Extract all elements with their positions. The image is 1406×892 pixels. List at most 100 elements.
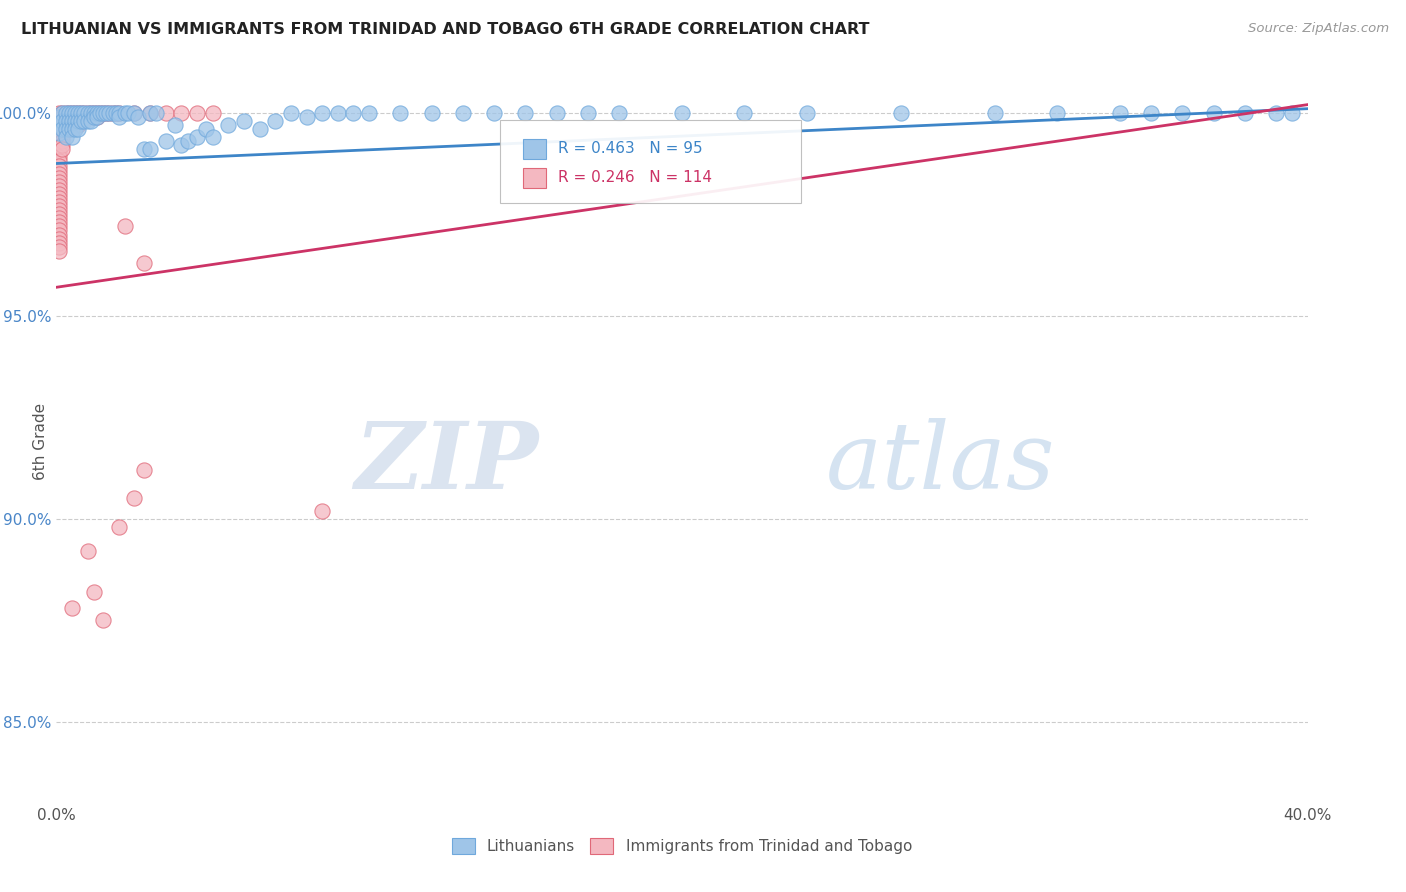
Point bbox=[89, 105, 111, 120]
Point bbox=[139, 105, 162, 120]
Point bbox=[83, 105, 105, 120]
Point bbox=[70, 114, 93, 128]
Point bbox=[60, 122, 83, 136]
Point bbox=[58, 114, 80, 128]
Point bbox=[60, 105, 83, 120]
Point bbox=[48, 110, 70, 124]
Point bbox=[249, 122, 271, 136]
Point bbox=[201, 105, 224, 120]
Point bbox=[165, 118, 187, 132]
Point bbox=[155, 134, 177, 148]
Point bbox=[1202, 105, 1225, 120]
Point bbox=[67, 114, 90, 128]
Point bbox=[55, 122, 77, 136]
Point bbox=[233, 114, 256, 128]
Point bbox=[51, 138, 73, 153]
Point bbox=[145, 105, 167, 120]
Point bbox=[48, 105, 70, 120]
Point bbox=[79, 105, 101, 120]
FancyBboxPatch shape bbox=[501, 120, 801, 203]
Point bbox=[359, 105, 381, 120]
Point bbox=[295, 110, 318, 124]
Point bbox=[79, 110, 101, 124]
Point bbox=[484, 105, 506, 120]
Point bbox=[51, 122, 73, 136]
Point bbox=[132, 142, 155, 156]
Point bbox=[60, 114, 83, 128]
Point bbox=[264, 114, 287, 128]
Point bbox=[104, 105, 127, 120]
Point bbox=[60, 601, 83, 615]
Point bbox=[48, 162, 70, 177]
Point bbox=[734, 105, 756, 120]
Point bbox=[451, 105, 474, 120]
Point bbox=[70, 114, 93, 128]
Point bbox=[515, 105, 537, 120]
Point bbox=[124, 491, 146, 506]
Point bbox=[176, 134, 198, 148]
Point bbox=[108, 520, 131, 534]
Point bbox=[132, 256, 155, 270]
Point bbox=[60, 122, 83, 136]
Point bbox=[67, 118, 90, 132]
Point bbox=[48, 110, 70, 124]
Bar bbox=[523, 168, 546, 188]
Point bbox=[55, 114, 77, 128]
Point bbox=[51, 110, 73, 124]
Bar bbox=[523, 139, 546, 159]
Point bbox=[124, 105, 146, 120]
Point bbox=[48, 231, 70, 245]
Point bbox=[155, 105, 177, 120]
Point bbox=[671, 105, 693, 120]
Point bbox=[48, 118, 70, 132]
Point bbox=[48, 146, 70, 161]
Point bbox=[48, 211, 70, 226]
Point bbox=[48, 183, 70, 197]
Point bbox=[101, 105, 124, 120]
Point bbox=[186, 105, 208, 120]
Point bbox=[1109, 105, 1132, 120]
Point bbox=[311, 503, 333, 517]
Point bbox=[114, 105, 136, 120]
Point bbox=[51, 126, 73, 140]
Point bbox=[1265, 105, 1288, 120]
Point bbox=[101, 105, 124, 120]
Point bbox=[48, 195, 70, 210]
Point bbox=[48, 223, 70, 237]
Point bbox=[342, 105, 364, 120]
Point bbox=[124, 105, 146, 120]
Point bbox=[73, 105, 96, 120]
Point bbox=[1234, 105, 1257, 120]
Point bbox=[79, 105, 101, 120]
Point bbox=[139, 142, 162, 156]
Point bbox=[63, 114, 86, 128]
Point bbox=[389, 105, 412, 120]
Point bbox=[86, 105, 108, 120]
Point bbox=[55, 114, 77, 128]
Point bbox=[127, 110, 149, 124]
Point bbox=[796, 105, 818, 120]
Point bbox=[63, 114, 86, 128]
Point bbox=[55, 105, 77, 120]
Point bbox=[63, 122, 86, 136]
Point bbox=[91, 105, 114, 120]
Point bbox=[48, 134, 70, 148]
Point bbox=[51, 122, 73, 136]
Point bbox=[48, 118, 70, 132]
Point bbox=[108, 105, 131, 120]
Point bbox=[76, 114, 98, 128]
Point bbox=[170, 138, 193, 153]
Point bbox=[58, 122, 80, 136]
Point bbox=[58, 122, 80, 136]
Point bbox=[117, 105, 139, 120]
Point bbox=[48, 191, 70, 205]
Point bbox=[76, 544, 98, 558]
Point bbox=[170, 105, 193, 120]
Point bbox=[108, 105, 131, 120]
Point bbox=[76, 110, 98, 124]
Point bbox=[63, 105, 86, 120]
Point bbox=[70, 110, 93, 124]
Point bbox=[1046, 105, 1069, 120]
Point bbox=[48, 219, 70, 234]
Point bbox=[98, 105, 121, 120]
